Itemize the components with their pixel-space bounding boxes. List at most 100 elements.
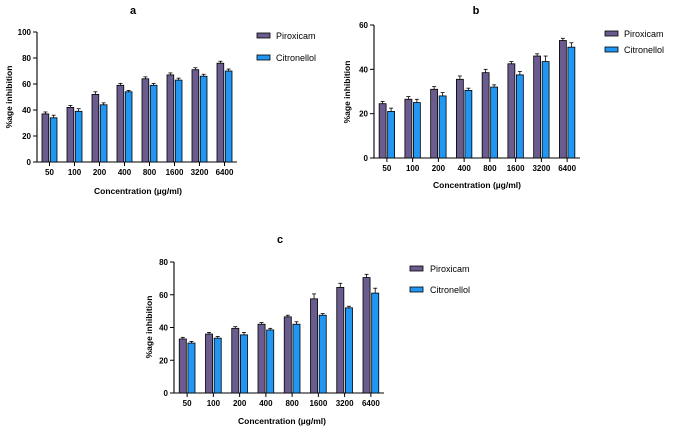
panel-a-legend-label-piroxicam: Piroxicam <box>276 31 316 41</box>
panel-c-y-axis-title: %age inhibition <box>144 296 154 359</box>
panel-b-legend-label-piroxicam: Piroxicam <box>624 29 664 39</box>
panel-a-bar-piroxicam <box>91 94 100 163</box>
panel-c-bar-piroxicam <box>336 286 345 394</box>
panel-c-bar-citronellol <box>371 292 380 394</box>
panel-c-legend-swatch-piroxicam <box>409 265 424 272</box>
panel-b-bar-piroxicam <box>378 103 387 159</box>
panel-a-x-tick-label: 50 <box>45 168 54 177</box>
panel-b-bar-piroxicam <box>455 78 464 159</box>
panel-b-bar-piroxicam <box>559 40 567 159</box>
panel-a-bar-piroxicam <box>116 84 125 163</box>
panel-b-x-axis-title: Concentration (µg/ml) <box>433 180 521 190</box>
panel-a-bar-citronellol <box>174 79 183 163</box>
panel-c-x-axis-title: Concentration (µg/ml) <box>238 416 326 426</box>
panel-c: c %age inhibition Concentration (µg/ml) … <box>144 234 470 426</box>
panel-c-bar-piroxicam <box>362 277 371 394</box>
panel-a-x-tick-label: 800 <box>143 168 157 177</box>
panel-b-legend-swatch-citronellol <box>604 46 619 53</box>
panel-c-y-tick-label: 20 <box>159 356 168 365</box>
panel-b-bar-piroxicam <box>404 98 413 159</box>
panel-b-x-tick-label: 1600 <box>507 164 525 173</box>
panel-c-y-tick-label: 40 <box>159 324 168 333</box>
panel-b-bar-piroxicam <box>430 88 439 159</box>
panel-c-legend-swatch-citronellol <box>409 286 424 293</box>
panel-b-x-tick-label: 6400 <box>558 164 576 173</box>
panel-c-bar-citronellol <box>240 334 248 394</box>
panel-c-bar-piroxicam <box>231 327 240 394</box>
panel-b-bar-citronellol <box>412 102 421 159</box>
panel-c-bar-piroxicam <box>283 316 292 394</box>
panel-a-bar-citronellol <box>199 75 208 163</box>
panel-b-letter: b <box>473 5 480 17</box>
panel-b-legend-label-citronellol: Citronellol <box>624 45 664 55</box>
panel-c-x-tick-label: 400 <box>259 399 273 408</box>
panel-c-letter: c <box>277 234 283 246</box>
panel-c-bar-piroxicam <box>310 298 318 394</box>
panel-a-bar-piroxicam <box>66 107 75 163</box>
panel-c-legend-label-citronellol: Citronellol <box>430 285 470 295</box>
panel-c-bar-piroxicam <box>178 338 187 394</box>
panel-a-bar-piroxicam <box>166 74 175 163</box>
panel-a-legend-swatch-piroxicam <box>256 32 271 39</box>
panel-c-x-tick-label: 800 <box>285 399 299 408</box>
panel-b-bar-citronellol <box>490 86 498 159</box>
panel-c-bar-piroxicam <box>257 323 266 394</box>
panel-a-bar-piroxicam <box>191 69 200 163</box>
panel-c-x-tick-label: 50 <box>183 399 192 408</box>
panel-a-y-tick-label: 0 <box>27 158 32 167</box>
panel-b-bar-piroxicam <box>507 63 516 159</box>
panel-c-bar-piroxicam <box>205 333 213 394</box>
panel-a-letter: a <box>130 5 137 17</box>
panel-c-bar-citronellol <box>266 329 275 394</box>
panel-a-x-tick-label: 1600 <box>166 168 184 177</box>
panel-a-bar-citronellol <box>224 70 233 163</box>
panel-b-y-tick-label: 0 <box>364 154 369 163</box>
panel-a-y-tick-label: 80 <box>22 54 31 63</box>
panel-b-y-tick-label: 60 <box>359 21 368 30</box>
panel-b-x-tick-label: 400 <box>457 164 471 173</box>
panel-a-x-tick-label: 100 <box>68 168 82 177</box>
panel-b-x-tick-label: 3200 <box>532 164 550 173</box>
panel-c-y-tick-label: 60 <box>159 291 168 300</box>
panel-c-x-tick-label: 1600 <box>309 399 327 408</box>
panel-a-bar-piroxicam <box>141 78 150 163</box>
panel-c-bar-citronellol <box>213 337 222 394</box>
panel-a-bar-citronellol <box>124 91 133 163</box>
panel-c-bar-citronellol <box>345 307 353 394</box>
panel-b-y-axis-title: %age inhibition <box>342 61 352 124</box>
panel-a-y-axis-title: %age inhibition <box>4 66 14 129</box>
panel-a-bar-citronellol <box>149 84 158 163</box>
panel-a-y-tick-label: 20 <box>22 132 31 141</box>
panel-b-bar-piroxicam <box>481 72 490 159</box>
panel-b-x-tick-label: 50 <box>382 164 391 173</box>
panel-a-y-tick-label: 100 <box>18 28 32 37</box>
panel-a-bar-citronellol <box>74 110 83 163</box>
panel-c-y-tick-label: 80 <box>159 258 168 267</box>
panel-b-bar-piroxicam <box>533 55 542 159</box>
panel-b-bar-citronellol <box>541 61 550 159</box>
panel-c-x-tick-label: 200 <box>233 399 247 408</box>
panel-b-x-tick-label: 800 <box>483 164 497 173</box>
panel-a-bar-piroxicam <box>216 62 225 163</box>
panel-b: b %age inhibition Concentration (µg/ml) … <box>342 5 664 190</box>
panel-b-x-tick-label: 100 <box>406 164 420 173</box>
panel-b-bar-citronellol <box>387 111 395 159</box>
panel-b-bar-citronellol <box>515 74 524 159</box>
panel-a: a %age inhibition Concentration (µg/ml) … <box>4 5 316 196</box>
panel-a-legend-swatch-citronellol <box>256 54 271 61</box>
panel-b-y-tick-label: 40 <box>359 65 368 74</box>
panel-c-x-tick-label: 100 <box>207 399 221 408</box>
panel-b-bar-citronellol <box>464 89 473 159</box>
panel-a-legend-label-citronellol: Citronellol <box>276 53 316 63</box>
panel-c-x-tick-label: 6400 <box>362 399 380 408</box>
panel-b-bar-citronellol <box>567 46 576 159</box>
panel-b-x-tick-label: 200 <box>432 164 446 173</box>
panel-a-x-tick-label: 200 <box>93 168 107 177</box>
panel-b-y-tick-label: 20 <box>359 110 368 119</box>
panel-a-x-tick-label: 400 <box>118 168 132 177</box>
panel-c-bar-citronellol <box>187 342 196 394</box>
panel-c-legend-label-piroxicam: Piroxicam <box>430 264 470 274</box>
panel-b-bar-citronellol <box>438 95 447 159</box>
panel-c-y-tick-label: 0 <box>164 389 169 398</box>
